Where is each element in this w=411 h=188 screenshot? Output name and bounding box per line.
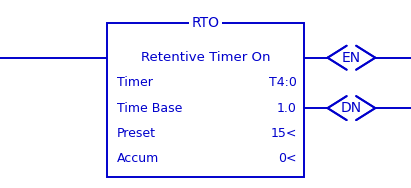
Text: Time Base: Time Base bbox=[117, 102, 182, 115]
Text: 0<: 0< bbox=[278, 152, 297, 165]
Text: Accum: Accum bbox=[117, 152, 159, 165]
Bar bbox=[107, 23, 304, 177]
Text: RTO: RTO bbox=[192, 16, 219, 30]
Text: Retentive Timer On: Retentive Timer On bbox=[141, 51, 270, 64]
FancyBboxPatch shape bbox=[328, 95, 375, 122]
Text: T4:0: T4:0 bbox=[269, 76, 297, 89]
Text: 1.0: 1.0 bbox=[277, 102, 297, 115]
Text: 15<: 15< bbox=[270, 127, 297, 140]
Text: DN: DN bbox=[341, 101, 362, 115]
Text: Timer: Timer bbox=[117, 76, 153, 89]
Text: EN: EN bbox=[342, 51, 361, 65]
Text: Preset: Preset bbox=[117, 127, 156, 140]
FancyBboxPatch shape bbox=[328, 44, 375, 71]
